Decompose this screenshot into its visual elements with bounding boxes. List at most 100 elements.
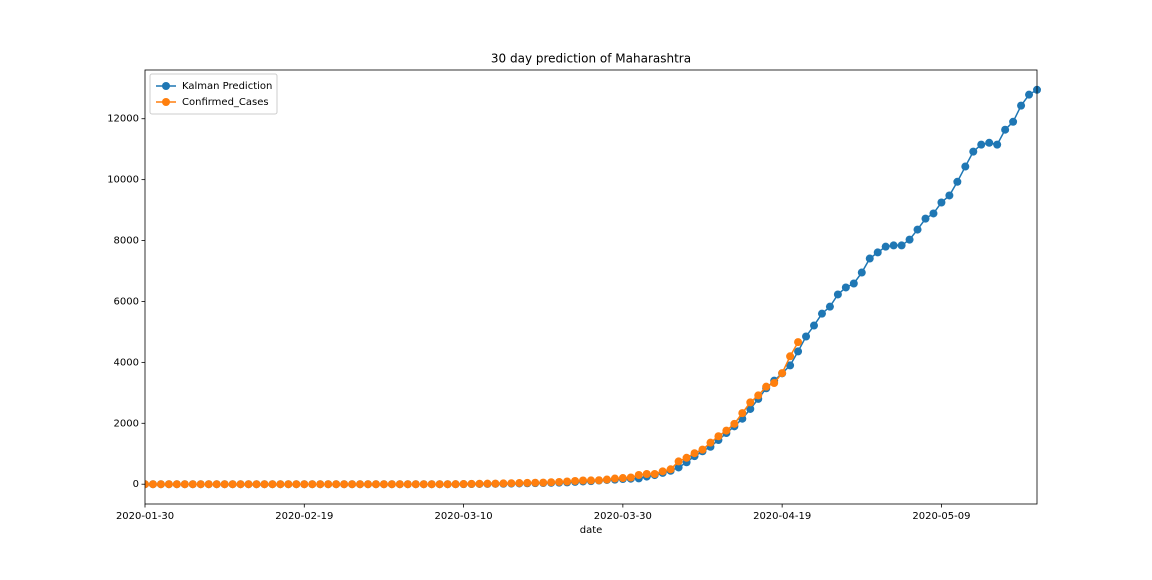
marker xyxy=(658,467,667,476)
marker xyxy=(356,480,365,489)
marker xyxy=(674,457,683,466)
marker xyxy=(443,480,452,489)
marker xyxy=(395,480,404,489)
marker xyxy=(857,268,866,277)
x-tick-label: 2020-02-19 xyxy=(275,511,333,522)
marker xyxy=(324,480,333,489)
marker xyxy=(196,480,205,489)
marker xyxy=(252,480,261,489)
marker xyxy=(802,332,811,341)
marker xyxy=(220,480,229,489)
marker xyxy=(602,475,611,484)
marker xyxy=(348,480,357,489)
marker xyxy=(913,225,922,234)
y-tick-label: 8000 xyxy=(114,236,139,247)
marker xyxy=(515,479,524,488)
y-tick-label: 10000 xyxy=(107,175,139,186)
y-tick-label: 2000 xyxy=(114,418,139,429)
marker xyxy=(985,138,994,147)
marker xyxy=(730,419,739,428)
marker xyxy=(698,445,707,454)
marker xyxy=(371,480,380,489)
marker xyxy=(276,480,285,489)
marker xyxy=(364,480,372,489)
legend-label: Kalman Prediction xyxy=(182,81,272,92)
marker xyxy=(539,478,548,487)
series xyxy=(145,338,803,489)
marker xyxy=(1009,117,1018,126)
marker xyxy=(379,480,388,489)
marker xyxy=(953,177,962,186)
marker xyxy=(308,480,317,489)
marker xyxy=(236,480,245,489)
marker xyxy=(427,480,436,489)
marker xyxy=(778,369,787,378)
marker xyxy=(563,477,572,486)
marker xyxy=(905,235,914,244)
marker xyxy=(897,241,906,250)
legend-marker xyxy=(162,98,170,106)
marker xyxy=(228,480,237,489)
legend-box xyxy=(149,73,278,115)
marker xyxy=(610,474,619,483)
y-tick-label: 12000 xyxy=(107,114,139,125)
marker xyxy=(634,471,643,480)
marker xyxy=(212,480,221,489)
x-tick-label: 2020-03-10 xyxy=(435,511,493,522)
marker xyxy=(467,479,476,488)
marker xyxy=(244,480,253,489)
marker xyxy=(260,480,269,489)
marker xyxy=(794,347,803,356)
marker xyxy=(156,480,165,489)
marker xyxy=(316,480,325,489)
chart-title: 30 day prediction of Maharashtra xyxy=(491,52,691,66)
marker xyxy=(1025,90,1034,99)
marker xyxy=(579,476,588,485)
marker xyxy=(403,480,412,489)
marker xyxy=(873,248,882,257)
x-tick-label: 2020-04-19 xyxy=(753,511,811,522)
marker xyxy=(706,438,715,447)
legend-label: Confirmed_Cases xyxy=(182,97,269,108)
marker xyxy=(961,162,970,171)
marker xyxy=(435,480,444,489)
marker xyxy=(172,480,181,489)
marker xyxy=(937,198,946,207)
marker xyxy=(682,453,691,462)
marker xyxy=(666,465,675,474)
marker xyxy=(284,480,293,489)
marker xyxy=(618,474,627,483)
marker xyxy=(746,404,755,413)
marker xyxy=(865,254,874,263)
marker xyxy=(387,480,396,489)
marker xyxy=(722,426,731,435)
marker xyxy=(164,480,173,489)
marker xyxy=(188,480,197,489)
x-axis-label: date xyxy=(580,525,603,536)
marker xyxy=(204,480,213,489)
marker xyxy=(762,382,771,391)
marker xyxy=(977,140,986,149)
marker xyxy=(507,479,516,488)
marker xyxy=(770,378,779,387)
marker xyxy=(268,480,277,489)
marker xyxy=(642,470,651,479)
marker xyxy=(833,290,842,299)
marker xyxy=(555,477,564,486)
marker xyxy=(674,463,683,472)
x-tick-label: 2020-01-30 xyxy=(116,511,174,522)
x-tick-label: 2020-05-09 xyxy=(912,511,970,522)
marker xyxy=(180,480,189,489)
plot-frame xyxy=(144,69,1038,505)
marker xyxy=(547,478,556,487)
marker xyxy=(145,480,149,489)
marker xyxy=(499,479,508,488)
marker xyxy=(921,214,930,223)
marker xyxy=(714,432,723,441)
marker xyxy=(746,398,755,407)
marker xyxy=(817,309,826,318)
marker xyxy=(571,476,580,485)
marker xyxy=(810,321,818,330)
marker xyxy=(300,480,309,489)
